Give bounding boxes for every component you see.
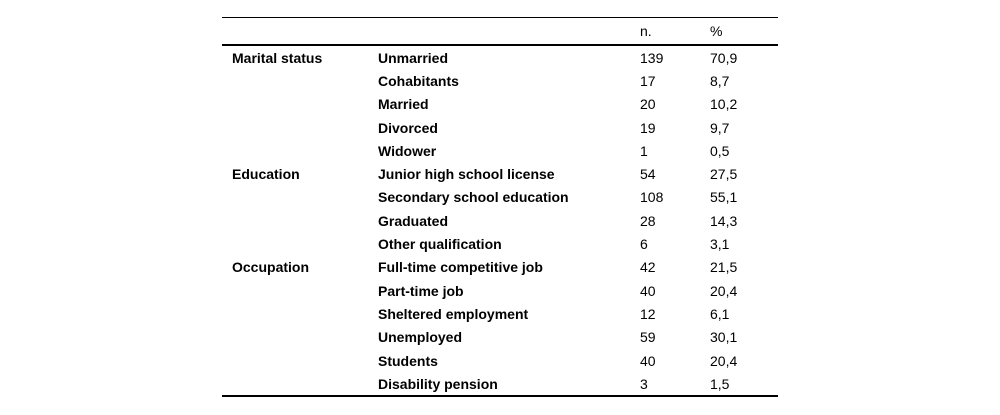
header-label <box>378 18 640 46</box>
label-cell: Married <box>378 96 429 113</box>
label-cell: Graduated <box>378 212 449 229</box>
n-cell: 6 <box>640 236 648 253</box>
header-n: n. <box>640 23 652 39</box>
table-row: Divorced 19 9,7 <box>222 116 778 139</box>
pct-cell: 10,2 <box>710 96 738 113</box>
n-cell: 139 <box>640 49 664 66</box>
n-cell: 40 <box>640 352 656 369</box>
table-row: Education Junior high school license 54 27,… <box>222 162 778 185</box>
category-cell <box>222 279 378 302</box>
category-cell: Occupation <box>232 259 310 276</box>
label-cell: Secondary school education <box>378 189 569 206</box>
label-cell: Part-time job <box>378 282 464 299</box>
table-row: Secondary school education 108 55,1 <box>222 186 778 209</box>
table-row: Sheltered employment 12 6,1 <box>222 302 778 325</box>
category-cell <box>222 326 378 349</box>
n-cell: 54 <box>640 166 656 183</box>
n-cell: 17 <box>640 72 656 89</box>
pct-cell: 20,4 <box>710 352 738 369</box>
n-cell: 20 <box>640 96 656 113</box>
category-cell <box>222 116 378 139</box>
pct-cell: 1,5 <box>710 375 730 392</box>
table-row: Widower 1 0,5 <box>222 139 778 162</box>
pct-cell: 3,1 <box>710 236 730 253</box>
label-cell: Full-time competitive job <box>378 259 543 276</box>
pct-cell: 6,1 <box>710 305 730 322</box>
n-cell: 42 <box>640 259 656 276</box>
label-cell: Students <box>378 352 438 369</box>
demographics-table: n. % Marital status Unmarried 139 70,9 Cohab… <box>222 17 778 398</box>
pct-cell: 0,5 <box>710 142 730 159</box>
pct-cell: 55,1 <box>710 189 738 206</box>
table-row: Occupation Full-time competitive job 42 21,… <box>222 256 778 279</box>
n-cell: 12 <box>640 305 656 322</box>
pct-cell: 20,4 <box>710 282 738 299</box>
label-cell: Other qualification <box>378 236 502 253</box>
category-cell <box>222 69 378 92</box>
n-cell: 3 <box>640 375 648 392</box>
table-row: Part-time job 40 20,4 <box>222 279 778 302</box>
label-cell: Divorced <box>378 119 438 136</box>
label-cell: Cohabitants <box>378 72 459 89</box>
n-cell: 28 <box>640 212 656 229</box>
table-row: Marital status Unmarried 139 70,9 <box>222 45 778 69</box>
header-row: n. % <box>222 18 778 46</box>
pct-cell: 9,7 <box>710 119 730 136</box>
category-cell <box>222 302 378 325</box>
table-row: Disability pension 3 1,5 <box>222 372 778 396</box>
n-cell: 1 <box>640 142 648 159</box>
header-percent: % <box>710 23 723 39</box>
label-cell: Disability pension <box>378 375 498 392</box>
table-row: Unemployed 59 30,1 <box>222 326 778 349</box>
header-category <box>222 18 378 46</box>
pct-cell: 14,3 <box>710 212 738 229</box>
category-cell <box>222 139 378 162</box>
category-cell: Education <box>232 166 300 183</box>
table-row: Other qualification 6 3,1 <box>222 232 778 255</box>
label-cell: Widower <box>378 142 437 159</box>
pct-cell: 70,9 <box>710 49 738 66</box>
category-cell <box>222 372 378 396</box>
label-cell: Unemployed <box>378 329 463 346</box>
n-cell: 59 <box>640 329 656 346</box>
category-cell <box>222 209 378 232</box>
category-cell <box>222 349 378 372</box>
category-cell <box>222 232 378 255</box>
pct-cell: 21,5 <box>710 259 738 276</box>
pct-cell: 8,7 <box>710 72 730 89</box>
category-cell <box>222 93 378 116</box>
category-cell <box>222 186 378 209</box>
label-cell: Junior high school license <box>378 166 555 183</box>
table-row: Cohabitants 17 8,7 <box>222 69 778 92</box>
label-cell: Sheltered employment <box>378 305 529 322</box>
table-row: Married 20 10,2 <box>222 93 778 116</box>
n-cell: 19 <box>640 119 656 136</box>
pct-cell: 30,1 <box>710 329 738 346</box>
table-row: Graduated 28 14,3 <box>222 209 778 232</box>
pct-cell: 27,5 <box>710 166 738 183</box>
table-row: Students 40 20,4 <box>222 349 778 372</box>
category-cell: Marital status <box>232 49 323 66</box>
n-cell: 40 <box>640 282 656 299</box>
n-cell: 108 <box>640 189 664 206</box>
label-cell: Unmarried <box>378 49 449 66</box>
